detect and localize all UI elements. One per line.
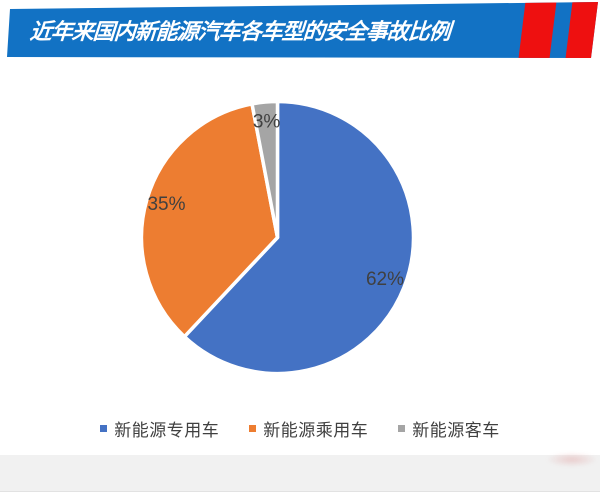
legend-marker-icon [100, 424, 108, 432]
pie-slice-1 [139, 102, 280, 339]
legend-label: 新能源专用车 [114, 420, 220, 440]
legend-label: 新能源客车 [412, 420, 500, 440]
bottom-strip [0, 455, 600, 492]
pie-slice-0 [182, 99, 416, 376]
legend-item-1: 新能源乘用车 [249, 416, 368, 441]
data-label-2: 3% [253, 111, 281, 132]
legend-item-0: 新能源专用车 [100, 416, 219, 441]
legend-marker-icon [249, 424, 257, 432]
data-label-0: 62% [366, 269, 404, 290]
chart-legend: 新能源专用车 新能源乘用车 新能源客车 [0, 416, 600, 440]
watermark-smudge [546, 452, 598, 467]
legend-label: 新能源乘用车 [263, 420, 369, 440]
legend-item-2: 新能源客车 [398, 416, 500, 441]
data-label-1: 35% [147, 194, 185, 215]
page-title: 近年来国内新能源汽车各车型的安全事故比例 [29, 19, 451, 44]
pie-slice-2 [250, 99, 280, 240]
banner-stripe-icon [518, 2, 557, 58]
title-banner: 近年来国内新能源汽车各车型的安全事故比例 [7, 2, 598, 58]
legend-marker-icon [398, 424, 406, 432]
